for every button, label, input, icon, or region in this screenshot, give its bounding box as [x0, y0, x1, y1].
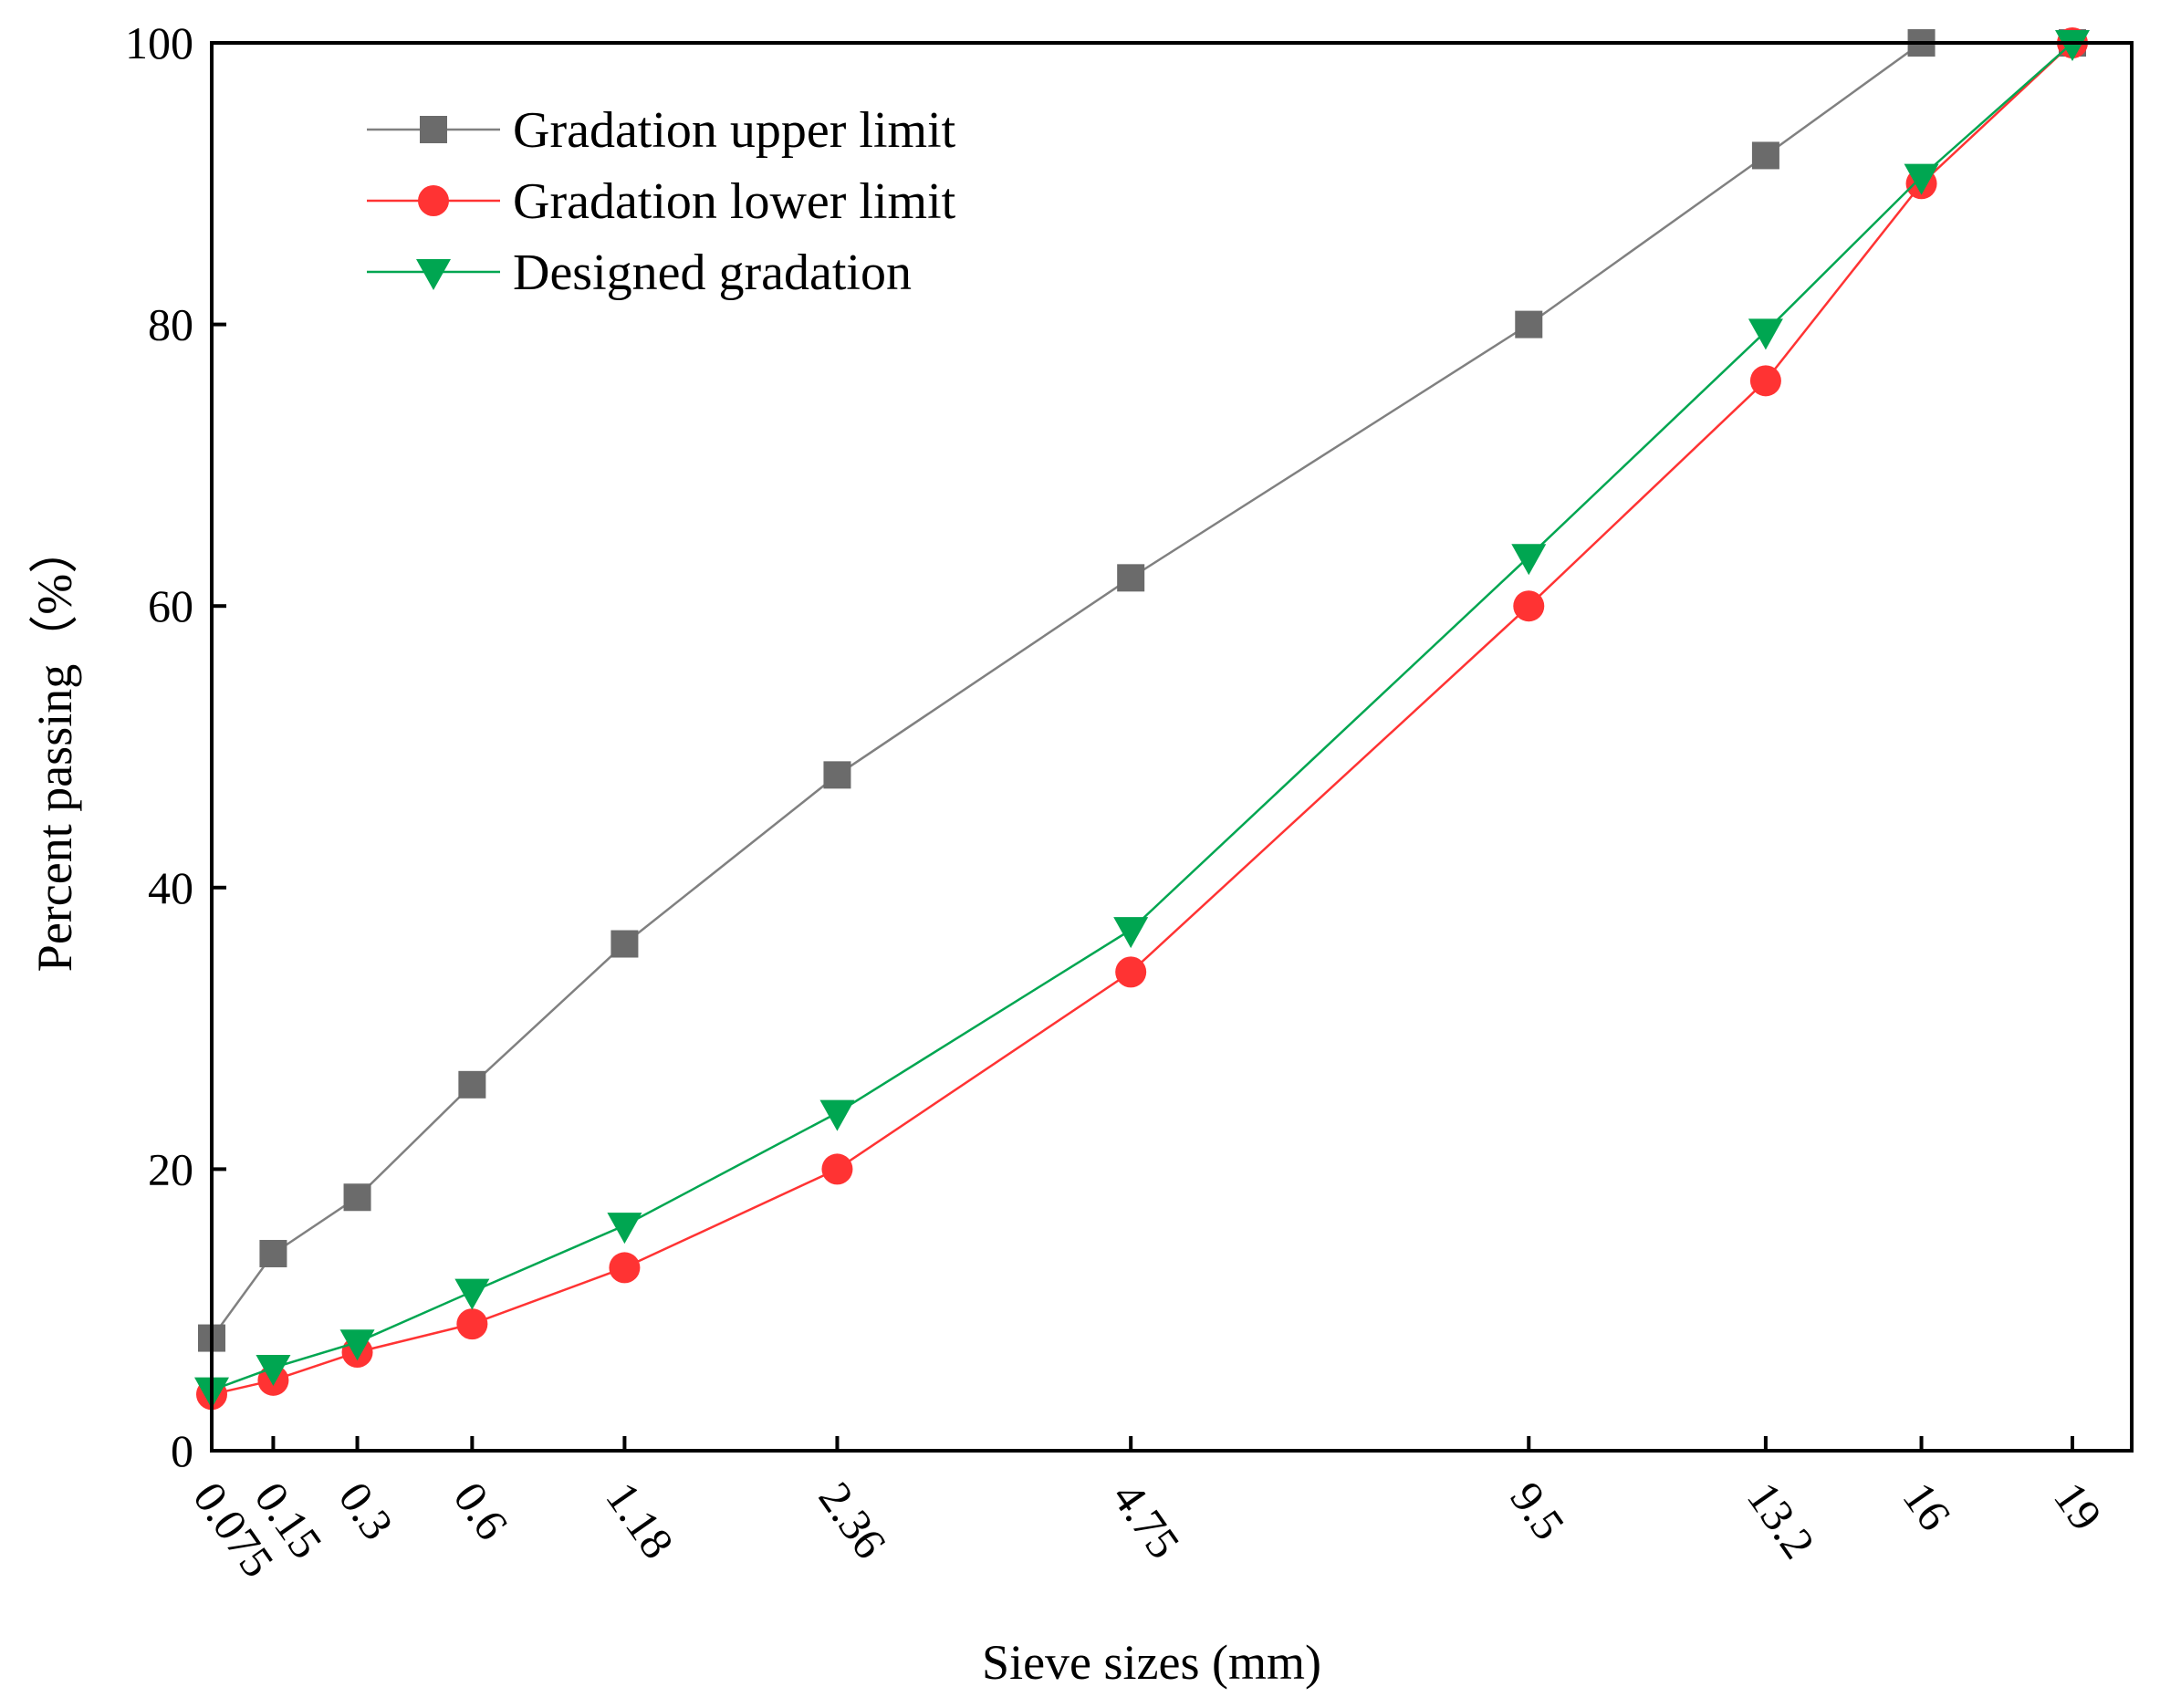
x-tick-label: 13.2 [1737, 1473, 1825, 1567]
legend-marker [420, 116, 447, 143]
y-tick-label: 40 [148, 862, 193, 913]
data-point [609, 1252, 641, 1284]
legend-label: Gradation upper limit [513, 102, 956, 159]
y-axis-label: Percent passing（%） [27, 525, 82, 972]
data-point [1513, 590, 1545, 622]
y-tick-label: 20 [148, 1143, 193, 1194]
data-point [1904, 163, 1939, 195]
legend: Gradation upper limit Gradation lower lim… [367, 102, 956, 301]
x-tick-label: 1.18 [596, 1473, 683, 1567]
series-line [211, 42, 2073, 1396]
x-tick-label: 16 [1894, 1473, 1962, 1539]
y-tick-label: 80 [148, 299, 193, 350]
legend-marker [416, 259, 451, 290]
series-gradation-lower-limit [196, 27, 2088, 1411]
x-tick-label: 4.75 [1102, 1473, 1190, 1567]
data-point [256, 1354, 291, 1386]
data-point [1751, 141, 1779, 170]
x-tick-label: 2.36 [809, 1473, 896, 1567]
series-gradation-upper-limit [198, 29, 2086, 1352]
x-tick-label: 0.3 [329, 1473, 404, 1548]
x-tick-label: 0.6 [443, 1473, 518, 1548]
y-tick-label: 0 [171, 1425, 193, 1476]
data-point [458, 1070, 486, 1099]
data-point [1115, 956, 1147, 988]
data-point [1749, 365, 1781, 397]
series-designed-gradation [194, 30, 2090, 1409]
plot-frame [210, 41, 2134, 1453]
series-layer [194, 27, 2090, 1411]
data-point [1748, 318, 1783, 350]
data-point [821, 1153, 853, 1185]
data-point [454, 1278, 490, 1310]
legend-label: Gradation lower limit [513, 173, 956, 230]
data-point [607, 1213, 642, 1245]
legend-label: Designed gradation [513, 245, 912, 301]
data-point [2055, 30, 2090, 61]
y-axis: 0 20 40 60 80 100 [125, 17, 226, 1476]
y-tick-label: 60 [148, 580, 193, 631]
data-point [610, 930, 639, 958]
data-point [259, 1239, 287, 1267]
legend-marker [418, 185, 449, 216]
data-point [1113, 917, 1149, 949]
data-point [456, 1308, 488, 1340]
data-point [819, 1099, 855, 1131]
data-point [823, 761, 851, 789]
data-point [1511, 544, 1547, 576]
data-point [343, 1183, 371, 1212]
data-point [1515, 310, 1543, 338]
data-point [339, 1329, 375, 1361]
y-tick-label: 100 [125, 17, 193, 68]
data-point [1117, 564, 1145, 592]
series-line [211, 42, 2073, 1391]
series-line [210, 41, 2072, 1339]
x-axis-label: Sieve sizes (mm) [982, 1635, 1321, 1690]
x-tick-label: 9.5 [1500, 1473, 1575, 1548]
x-tick-label: 19 [2044, 1473, 2113, 1539]
